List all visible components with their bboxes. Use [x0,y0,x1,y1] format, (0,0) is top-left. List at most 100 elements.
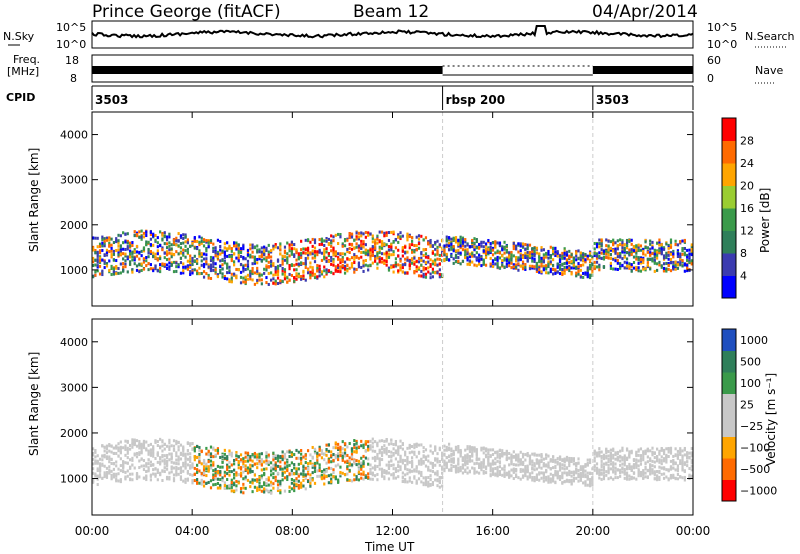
power-cell [484,242,488,246]
power-cell [117,267,120,271]
power-cell [168,265,171,269]
velocity-cell [383,450,386,454]
power-cell [316,269,319,273]
velocity-cell [394,467,398,471]
power-cell [168,261,171,265]
velocity-cell [380,473,384,477]
power-cell [191,259,194,263]
power-cell [168,235,171,239]
velocity-cell [353,459,356,463]
power-cell [563,256,566,260]
power-cell [528,254,532,258]
velocity-cell [531,459,534,463]
velocity-cell [605,454,608,458]
velocity-cell [293,453,296,457]
velocity-cell [172,461,176,465]
power-cell [272,273,275,277]
power-cell [304,257,307,261]
velocity-cell [593,456,596,460]
velocity-cell [605,456,608,460]
power-cell [96,269,99,273]
velocity-cell [265,482,268,486]
velocity-cell [283,455,287,459]
velocity-cell [214,477,217,481]
power-cell [524,254,527,258]
velocity-cell [140,446,143,450]
power-cell [364,263,367,267]
power-cell [512,254,515,258]
power-cell [588,251,592,255]
power-cell [267,250,270,254]
power-cell [175,265,178,269]
velocity-cell [96,467,99,471]
velocity-cell [517,456,520,460]
velocity-cell [505,473,508,477]
power-cell [142,235,146,239]
power-cell [669,251,673,255]
power-cell [124,252,127,256]
power-cell [565,253,569,257]
power-cell [549,270,552,274]
power-cell [290,243,293,247]
velocity-cell [226,455,229,459]
power-cell [367,233,370,237]
velocity-cell [491,468,495,472]
power-cell [233,263,236,267]
power-cell [286,259,289,263]
velocity-cell [94,472,97,476]
power-cell [577,262,580,266]
velocity-cell [466,471,469,475]
power-cell [491,246,495,250]
velocity-cell [503,464,506,468]
power-cell [424,275,428,279]
power-cell [92,247,95,251]
velocity-cell [258,459,261,463]
velocity-cell [304,466,307,470]
velocity-cell [584,474,587,478]
velocity-cell [182,461,185,465]
velocity-cell [468,458,471,462]
velocity-cell [105,444,109,448]
velocity-cell [309,461,312,465]
velocity-cell [205,452,208,456]
velocity-cell [508,473,511,477]
velocity-cell [614,451,617,455]
power-cell [343,252,347,256]
power-cell [459,237,462,241]
velocity-cell [251,479,254,483]
velocity-cell [489,464,492,468]
velocity-cell [330,480,333,484]
velocity-cell [413,451,416,455]
velocity-cell [424,448,428,452]
velocity-cell [404,464,407,468]
power-cell [575,254,578,258]
power-cell [228,270,231,274]
velocity-cell [387,477,391,481]
power-cell [260,250,263,254]
power-cell [249,277,252,281]
velocity-cell [542,471,545,475]
velocity-cell [189,455,192,459]
velocity-cell [489,469,492,473]
velocity-cell [450,447,453,451]
power-cell [667,246,670,250]
velocity-cell [383,469,386,473]
velocity-cell [300,452,303,456]
power-cell [443,250,446,254]
velocity-cell [117,467,120,471]
velocity-cell [355,477,358,481]
velocity-cell [334,464,337,468]
velocity-cell [108,468,111,472]
power-cell [385,251,388,255]
velocity-cell [242,459,245,463]
power-cell [337,263,340,267]
velocity-cell [468,447,471,451]
power-cell [110,266,113,270]
power-cell [172,238,176,242]
power-cell [253,260,257,264]
velocity-cell [390,438,393,442]
velocity-cell [101,476,104,480]
velocity-cell [92,451,95,455]
power-cell [524,267,527,271]
power-cell [290,240,293,244]
